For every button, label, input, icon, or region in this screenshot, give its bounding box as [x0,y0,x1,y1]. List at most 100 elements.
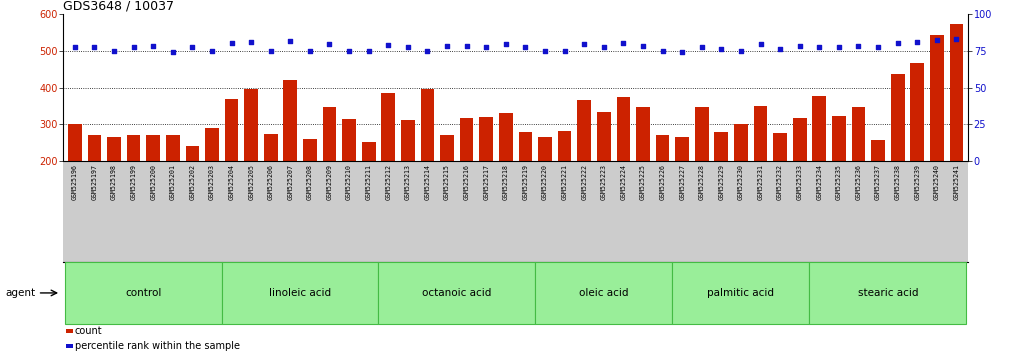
Bar [284,80,297,234]
Bar [597,112,610,234]
Bar [107,137,121,234]
Bar [68,124,81,234]
Point [831,44,847,50]
Bar [146,135,160,234]
Bar [793,118,806,234]
Text: GSM525229: GSM525229 [718,164,724,200]
Bar [499,113,513,234]
Bar [636,107,650,234]
Text: GSM525210: GSM525210 [346,164,352,200]
Point [635,43,651,48]
Text: GSM525201: GSM525201 [170,164,176,200]
Point [537,48,553,54]
Bar [851,108,865,234]
Point [929,37,945,43]
Text: stearic acid: stearic acid [857,288,918,298]
Bar [343,119,356,234]
Text: palmitic acid: palmitic acid [708,288,774,298]
Text: GSM525200: GSM525200 [151,164,157,200]
Point [86,44,103,50]
Bar [519,132,532,234]
Bar [656,135,669,234]
Point [478,44,494,50]
Bar [695,107,709,234]
Text: GSM525239: GSM525239 [914,164,920,200]
Text: octanoic acid: octanoic acid [422,288,491,298]
Bar [362,142,375,234]
Text: GSM525217: GSM525217 [483,164,489,200]
Text: GSM525218: GSM525218 [502,164,508,200]
Bar [244,89,258,234]
Text: GSM525205: GSM525205 [248,164,254,200]
Point [67,44,83,50]
Text: GSM525228: GSM525228 [699,164,705,200]
Point [243,39,259,45]
Bar [263,133,278,234]
Bar [910,63,924,234]
Point [576,41,592,47]
Bar [381,93,396,234]
Bar [205,129,219,234]
Bar [734,124,747,234]
Bar [127,135,140,234]
Point [753,41,769,47]
Text: GSM525223: GSM525223 [601,164,607,200]
Bar [401,120,415,234]
Bar [535,262,672,324]
Text: GSM525230: GSM525230 [738,164,743,200]
Point [341,48,357,54]
Bar [66,329,73,333]
Text: GSM525220: GSM525220 [542,164,548,200]
Text: GSM525226: GSM525226 [660,164,665,200]
Text: GSM525204: GSM525204 [229,164,235,200]
Bar [810,262,966,324]
Text: GSM525209: GSM525209 [326,164,333,200]
Text: GSM525207: GSM525207 [288,164,293,200]
Bar [715,132,728,234]
Point [772,46,788,52]
Text: linoleic acid: linoleic acid [270,288,332,298]
Bar [87,135,102,234]
Point [812,44,828,50]
Bar [225,99,238,234]
Text: GSM525212: GSM525212 [385,164,392,200]
Bar [185,145,199,234]
Bar [322,107,337,234]
Point [203,48,220,54]
Text: GSM525236: GSM525236 [855,164,861,200]
Text: GSM525224: GSM525224 [620,164,626,200]
Point [361,48,377,53]
Bar [872,140,885,234]
Text: GSM525219: GSM525219 [523,164,529,200]
Point [321,41,338,47]
Point [713,46,729,52]
Point [302,48,318,54]
Point [224,40,240,46]
Point [615,40,632,46]
Text: GSM525234: GSM525234 [817,164,823,200]
Bar [891,74,904,234]
Point [890,40,906,46]
Point [909,39,925,45]
Text: GSM525211: GSM525211 [366,164,371,200]
Text: GSM525222: GSM525222 [581,164,587,200]
Point [596,44,612,50]
Text: GSM525216: GSM525216 [464,164,470,200]
Point [262,48,279,54]
Text: agent: agent [5,288,36,298]
Text: GSM525237: GSM525237 [875,164,881,200]
Text: GSM525233: GSM525233 [796,164,802,200]
Text: GSM525227: GSM525227 [679,164,685,200]
Point [184,44,200,50]
Point [106,48,122,54]
Text: GSM525240: GSM525240 [934,164,940,200]
Bar [832,116,846,234]
Text: oleic acid: oleic acid [579,288,629,298]
Bar [378,262,535,324]
Text: GSM525196: GSM525196 [72,164,78,200]
Bar [222,262,378,324]
Text: GSM525215: GSM525215 [444,164,451,200]
Text: GSM525231: GSM525231 [758,164,764,200]
Point [497,41,514,47]
Text: control: control [125,288,162,298]
